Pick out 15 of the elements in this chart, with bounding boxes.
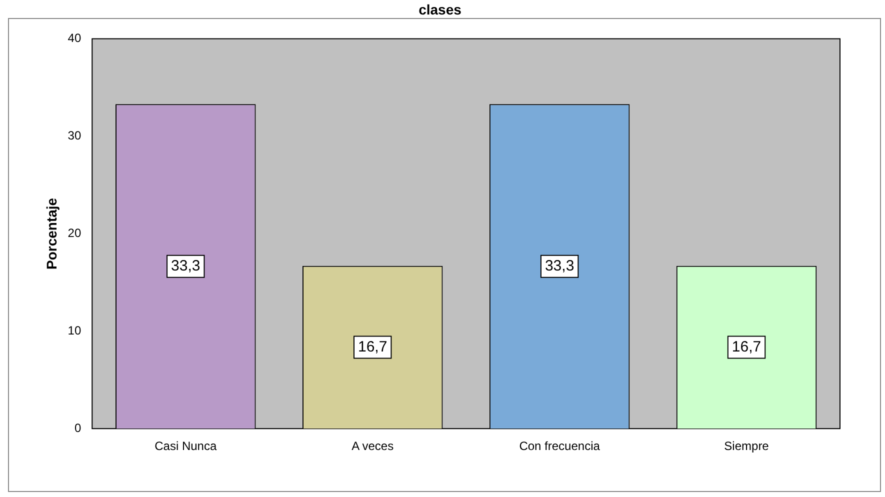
x-tick-label: Con frecuencia [519, 439, 600, 454]
x-tick-label: Siempre [724, 439, 770, 454]
data-label: 33,3 [544, 257, 574, 274]
y-tick-label: 10 [68, 323, 82, 338]
y-tick-label: 20 [68, 226, 82, 240]
data-label: 16,7 [732, 338, 762, 356]
y-tick-label: 0 [74, 420, 82, 435]
chart-title: clases [418, 1, 462, 18]
y-tick-label: 30 [68, 128, 82, 143]
y-axis-title: Porcentaje [43, 198, 60, 270]
x-tick-label: A veces [352, 439, 394, 454]
x-tick-label: Casi Nunca [154, 439, 217, 454]
data-label: 33,3 [171, 257, 200, 274]
y-tick-label: 40 [68, 31, 82, 46]
data-label: 16,7 [358, 338, 388, 356]
